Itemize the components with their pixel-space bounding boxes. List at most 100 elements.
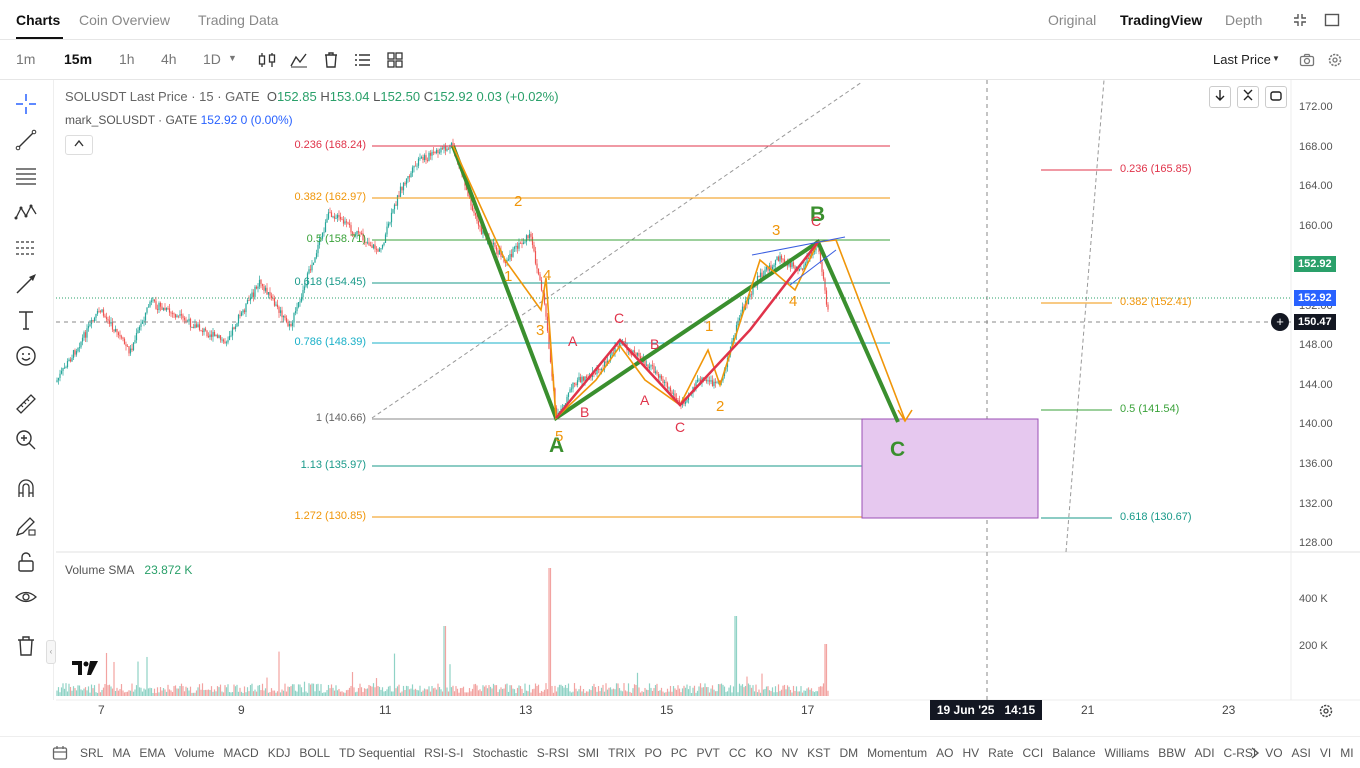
lock-icon[interactable]: [14, 550, 38, 574]
chevron-right-icon[interactable]: [1250, 747, 1260, 759]
indicators-bar: SRL MA EMA Volume MACD KDJ BOLL TD Sequential RS…: [0, 736, 1360, 768]
indicator-item[interactable]: VO: [1265, 746, 1283, 760]
indicator-item[interactable]: PC: [670, 746, 688, 760]
candle-body: [669, 387, 672, 392]
timeframe-4h[interactable]: 4h: [161, 51, 177, 67]
indicator-item[interactable]: ADI: [1194, 746, 1215, 760]
volume-bar: [305, 691, 307, 696]
pane-expand-handle[interactable]: ‹: [46, 640, 56, 664]
indicators-icon[interactable]: [289, 50, 309, 70]
delete-icon[interactable]: [14, 634, 38, 658]
emoji-icon[interactable]: [14, 344, 38, 368]
candle-body: [422, 157, 424, 161]
candle-body: [488, 237, 490, 245]
window-icon[interactable]: [1324, 12, 1340, 28]
crosshair-icon[interactable]: [14, 92, 38, 116]
volume-bar: [596, 691, 598, 696]
indicator-item[interactable]: MA: [112, 746, 131, 760]
calendar-icon[interactable]: [52, 745, 68, 761]
candle-body: [686, 400, 688, 402]
timeframe-15m[interactable]: 15m: [64, 51, 93, 67]
view-original[interactable]: Original: [1048, 12, 1097, 28]
timeframe-1m[interactable]: 1m: [16, 51, 36, 67]
layout-grid-icon[interactable]: [385, 50, 405, 70]
volume-bar: [638, 687, 640, 696]
indicator-item[interactable]: AO: [936, 746, 954, 760]
price-type-chevron-icon[interactable]: ▼: [1272, 54, 1280, 63]
add-alert-plus-icon[interactable]: +: [1271, 313, 1289, 331]
brush-icon[interactable]: [14, 272, 38, 296]
indicator-item[interactable]: MI: [1340, 746, 1354, 760]
price-axis-label: 140.00: [1299, 418, 1333, 430]
indicator-item[interactable]: VI: [1319, 746, 1332, 760]
pencil-lock-icon[interactable]: [14, 514, 38, 538]
forecast-icon[interactable]: [14, 236, 38, 260]
volume-bar: [168, 689, 171, 696]
trash-icon[interactable]: [321, 50, 341, 70]
indicator-item[interactable]: Momentum: [867, 746, 928, 760]
indicator-item[interactable]: SRL: [80, 746, 104, 760]
fib-retracement-icon[interactable]: [14, 164, 38, 188]
camera-icon[interactable]: [1299, 52, 1315, 68]
indicator-item[interactable]: PO: [644, 746, 662, 760]
indicator-item[interactable]: Stochastic: [472, 746, 528, 760]
time-settings-icon[interactable]: [1318, 703, 1334, 719]
view-tradingview[interactable]: TradingView: [1120, 12, 1203, 28]
indicator-item[interactable]: BOLL: [299, 746, 331, 760]
indicator-item[interactable]: Volume: [174, 746, 215, 760]
volume-bar: [93, 685, 96, 696]
indicator-item[interactable]: TD Sequential: [339, 746, 416, 760]
candle-body: [206, 330, 208, 336]
indicator-item[interactable]: SMI: [577, 746, 600, 760]
candle-body: [219, 335, 222, 340]
collapse-legend-button[interactable]: [65, 135, 93, 155]
indicator-item[interactable]: S-RSI: [536, 746, 569, 760]
indicator-item[interactable]: Balance: [1052, 746, 1096, 760]
indicator-item[interactable]: KST: [807, 746, 831, 760]
candles-icon[interactable]: [257, 50, 277, 70]
indicator-item[interactable]: TRIX: [608, 746, 636, 760]
collapse-icon[interactable]: [1292, 12, 1308, 28]
indicator-item[interactable]: PVT: [696, 746, 720, 760]
timeframe-1d[interactable]: 1D: [203, 51, 221, 67]
settings-gear-icon[interactable]: [1327, 52, 1343, 68]
pattern-icon[interactable]: [14, 200, 38, 224]
eye-icon[interactable]: [14, 585, 38, 609]
view-depth[interactable]: Depth: [1225, 12, 1263, 28]
indicator-item[interactable]: EMA: [139, 746, 166, 760]
text-icon[interactable]: [14, 308, 38, 332]
indicator-item[interactable]: CC: [728, 746, 747, 760]
magnet-icon[interactable]: [14, 476, 38, 500]
indicator-item[interactable]: DM: [839, 746, 859, 760]
indicator-item[interactable]: HV: [962, 746, 980, 760]
timeframe-1h[interactable]: 1h: [119, 51, 135, 67]
timeframe-dropdown-icon[interactable]: ▼: [228, 53, 237, 63]
tab-trading-data[interactable]: Trading Data: [198, 12, 279, 28]
trend-line-icon[interactable]: [14, 128, 38, 152]
tab-coin-overview[interactable]: Coin Overview: [79, 12, 171, 28]
volume-bar: [579, 685, 582, 696]
tab-charts[interactable]: Charts: [16, 12, 61, 28]
ruler-icon[interactable]: [14, 392, 38, 416]
volume-bar: [666, 688, 669, 696]
indicator-item[interactable]: Williams: [1104, 746, 1150, 760]
fullscreen-button[interactable]: [1265, 86, 1287, 108]
list-icon[interactable]: [353, 50, 373, 70]
indicator-item[interactable]: CCI: [1022, 746, 1044, 760]
indicator-item[interactable]: MACD: [223, 746, 259, 760]
indicator-item[interactable]: Rate: [988, 746, 1014, 760]
indicator-item[interactable]: KDJ: [267, 746, 291, 760]
zoom-in-icon[interactable]: [14, 428, 38, 452]
scroll-down-button[interactable]: [1209, 86, 1231, 108]
indicator-item[interactable]: KO: [755, 746, 773, 760]
indicator-item[interactable]: C-RSI: [1223, 746, 1257, 760]
indicator-item[interactable]: BBW: [1158, 746, 1186, 760]
indicator-item[interactable]: NV: [781, 746, 799, 760]
volume-bar: [98, 683, 100, 696]
indicator-item[interactable]: RSI-S-I: [424, 746, 464, 760]
price-type-select[interactable]: Last Price: [1213, 52, 1271, 67]
volume-bar: [288, 686, 291, 696]
indicator-item[interactable]: ASI: [1291, 746, 1311, 760]
collapse-chart-button[interactable]: [1237, 86, 1259, 108]
volume-bar: [749, 684, 751, 696]
